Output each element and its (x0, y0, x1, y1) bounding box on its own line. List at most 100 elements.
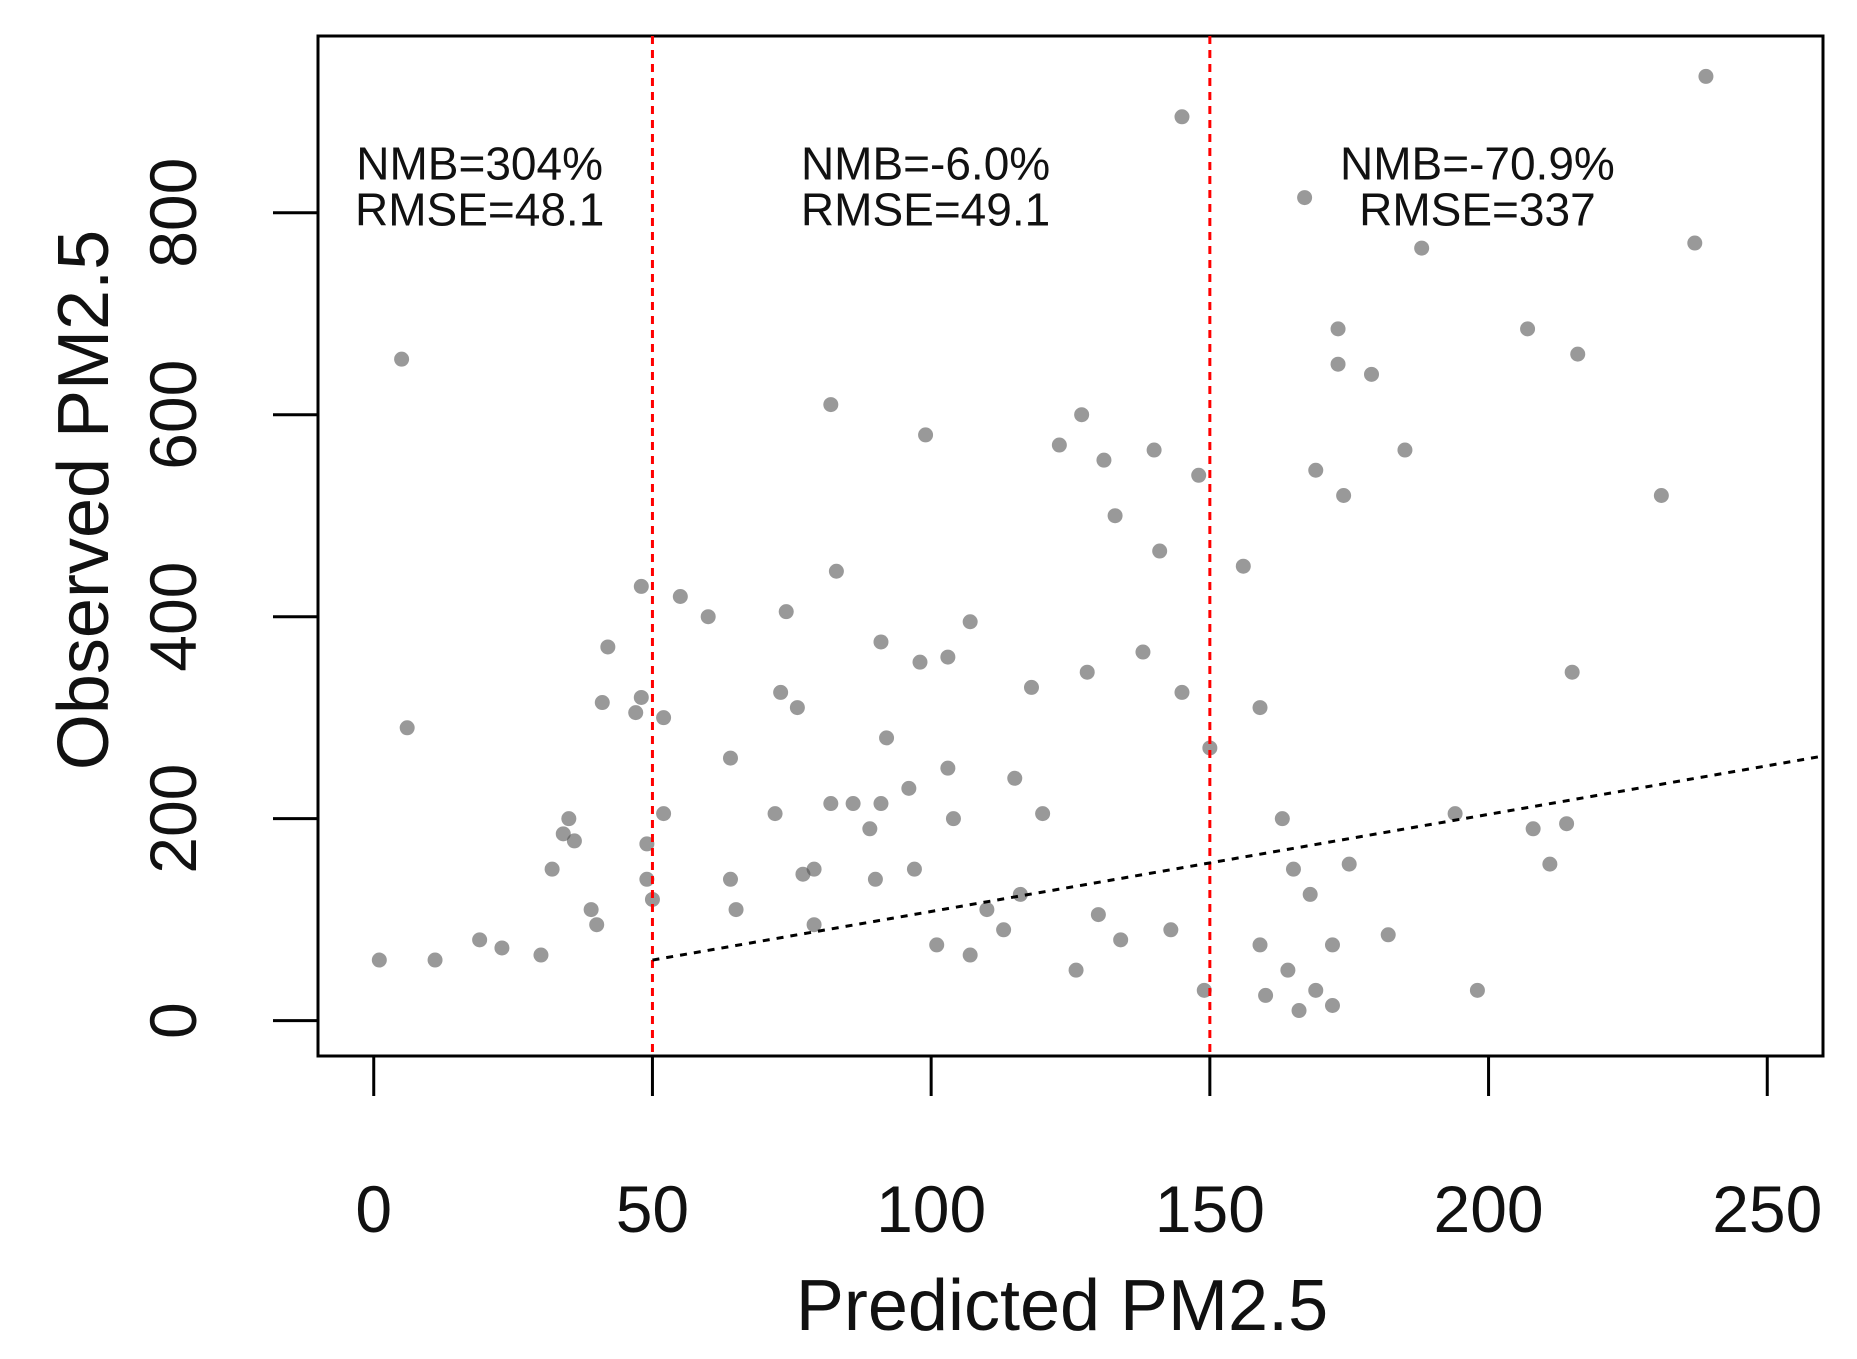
data-point-7 (544, 861, 560, 877)
data-point-78 (1252, 700, 1268, 716)
data-point-63 (1079, 664, 1095, 680)
annotation-1-line-0: NMB=-6.0% (801, 137, 1050, 189)
data-point-23 (672, 588, 688, 604)
data-point-97 (1397, 442, 1413, 458)
data-point-26 (722, 871, 738, 887)
data-point-66 (1107, 508, 1123, 524)
data-point-57 (1012, 886, 1028, 902)
data-point-35 (823, 796, 839, 812)
y-tick-label-400: 400 (136, 562, 210, 672)
annotation-1-line-1: RMSE=49.1 (801, 183, 1050, 235)
data-point-11 (583, 902, 599, 918)
data-point-89 (1324, 937, 1340, 953)
data-point-5 (494, 940, 510, 956)
data-point-65 (1096, 452, 1112, 468)
data-point-17 (633, 578, 649, 594)
data-point-10 (566, 833, 582, 849)
data-point-107 (1653, 488, 1669, 504)
data-point-74 (1191, 467, 1207, 483)
data-point-86 (1302, 886, 1318, 902)
data-points (371, 68, 1714, 1019)
y-tick-label-200: 200 (136, 764, 210, 874)
data-point-24 (700, 609, 716, 625)
data-point-16 (633, 689, 649, 705)
data-point-100 (1469, 982, 1485, 998)
annotation-0: NMB=304% RMSE=48.1 (355, 137, 604, 235)
data-point-29 (773, 684, 789, 700)
y-tick-label-0: 0 (136, 1002, 210, 1039)
data-point-8 (561, 811, 577, 827)
data-point-62 (1074, 407, 1090, 423)
y-axis-title: Observed PM2.5 (44, 230, 124, 770)
data-point-72 (1174, 684, 1190, 700)
data-point-31 (789, 700, 805, 716)
annotation-2-line-0: NMB=-70.9% (1340, 137, 1615, 189)
data-point-14 (600, 639, 616, 655)
data-point-33 (806, 861, 822, 877)
data-point-56 (1007, 770, 1023, 786)
data-point-95 (1364, 366, 1379, 382)
data-point-69 (1146, 442, 1162, 458)
data-point-39 (862, 821, 878, 837)
data-point-54 (979, 902, 995, 918)
data-point-38 (845, 796, 861, 812)
data-point-1 (399, 720, 415, 736)
data-point-83 (1285, 861, 1301, 877)
data-point-22 (656, 806, 672, 822)
data-point-42 (873, 634, 889, 650)
data-point-40 (867, 871, 883, 887)
data-point-52 (962, 614, 978, 630)
data-point-9 (555, 826, 571, 842)
data-point-76 (1202, 740, 1218, 756)
data-point-27 (728, 902, 744, 918)
data-point-68 (1135, 644, 1151, 660)
axes: 0 50 100 150 200 250 0 200 400 600 800 (136, 158, 1822, 1246)
data-point-43 (879, 730, 895, 746)
data-point-101 (1520, 321, 1536, 337)
trend-line (652, 754, 1824, 962)
x-tick-label-100: 100 (876, 1172, 986, 1246)
annotation-0-line-1: RMSE=48.1 (355, 183, 604, 235)
data-point-67 (1113, 932, 1129, 948)
data-point-12 (589, 917, 605, 933)
x-tick-label-50: 50 (616, 1172, 689, 1246)
x-tick-label-200: 200 (1433, 1172, 1543, 1246)
data-point-77 (1235, 558, 1251, 574)
data-point-98 (1414, 240, 1430, 256)
data-point-108 (1687, 235, 1703, 251)
x-tick-label-0: 0 (355, 1172, 392, 1246)
data-point-45 (906, 861, 922, 877)
data-point-75 (1196, 982, 1212, 998)
data-point-106 (1570, 346, 1586, 362)
data-point-105 (1564, 664, 1580, 680)
data-point-46 (912, 654, 928, 670)
data-point-19 (639, 871, 655, 887)
y-tick-label-600: 600 (136, 360, 210, 470)
data-point-90 (1324, 998, 1340, 1014)
data-point-59 (1035, 806, 1051, 822)
annotation-2: NMB=-70.9% RMSE=337 (1340, 137, 1615, 235)
data-point-70 (1152, 543, 1168, 559)
data-point-92 (1330, 356, 1346, 372)
annotation-2-line-1: RMSE=337 (1359, 183, 1596, 235)
data-point-2 (371, 952, 387, 968)
data-point-25 (722, 750, 738, 766)
data-point-44 (901, 780, 917, 796)
data-point-6 (533, 947, 549, 963)
data-point-18 (639, 836, 655, 852)
data-point-103 (1542, 856, 1558, 872)
data-point-81 (1274, 811, 1290, 827)
data-point-84 (1291, 1003, 1307, 1019)
data-point-51 (945, 811, 961, 827)
data-point-85 (1297, 190, 1313, 206)
data-point-49 (940, 649, 956, 665)
data-point-71 (1163, 922, 1179, 938)
data-point-79 (1252, 937, 1268, 953)
data-point-37 (828, 563, 844, 579)
data-point-58 (1023, 679, 1039, 695)
reference-lines (650, 36, 1824, 1056)
data-point-50 (940, 760, 956, 776)
data-point-99 (1447, 806, 1463, 822)
data-point-21 (656, 710, 672, 726)
data-point-87 (1308, 462, 1324, 478)
